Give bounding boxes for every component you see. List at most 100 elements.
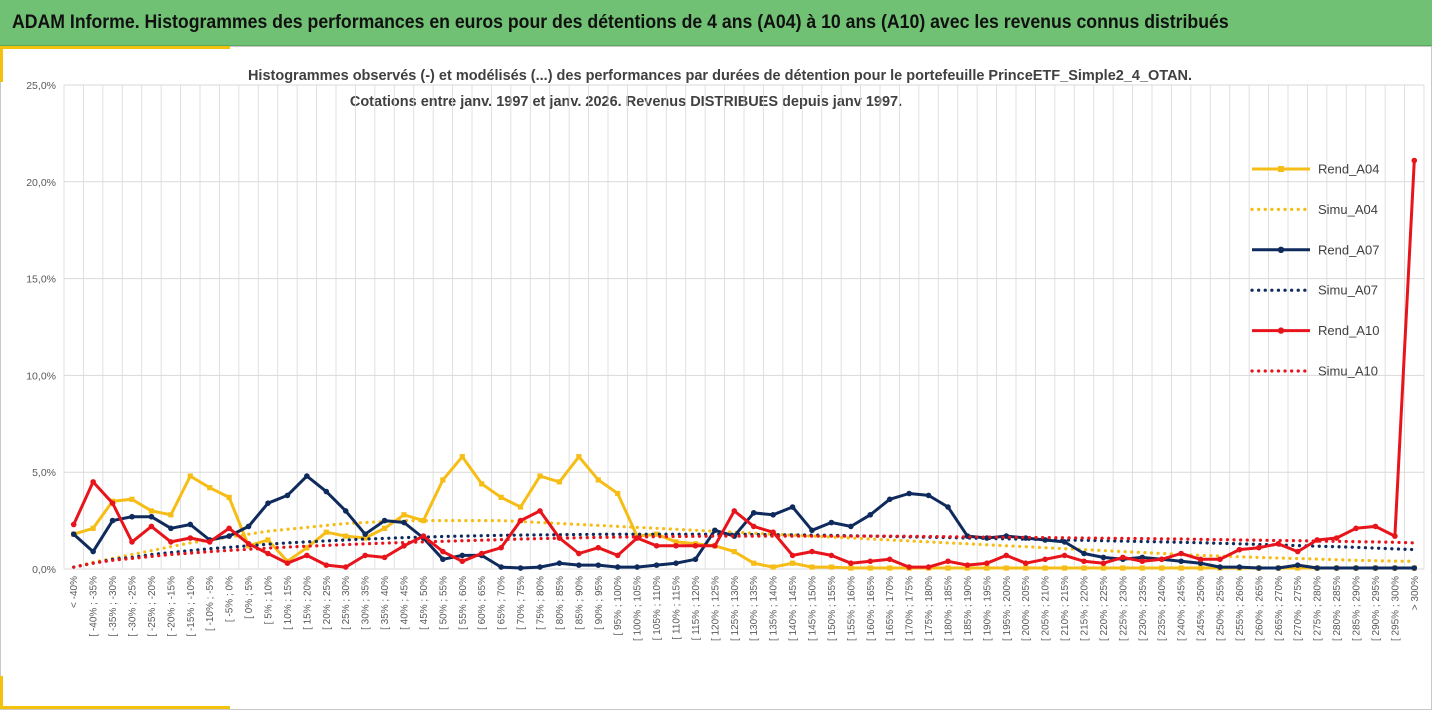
point-rend-a10: [90, 479, 96, 485]
point-rend-a10: [1236, 546, 1243, 553]
point-rend-a04: [1197, 565, 1204, 571]
x-tick-label: [ 145% ; 150%: [808, 576, 819, 641]
point-rend-a04: [789, 560, 796, 566]
point-rend-a10: [1411, 157, 1418, 164]
x-tick-label: [ 170% ; 175%: [905, 576, 916, 641]
x-tick-label: [ 285% ; 290%: [1352, 576, 1363, 641]
x-tick-label: [ 125% ; 130%: [730, 576, 741, 641]
point-rend-a04: [673, 539, 679, 545]
point-rend-a10: [537, 508, 543, 514]
point-rend-a10: [498, 544, 504, 551]
point-rend-a10: [1158, 556, 1165, 563]
point-rend-a07: [1353, 565, 1359, 571]
point-rend-a10: [109, 500, 116, 506]
point-rend-a04: [381, 525, 388, 531]
legend-label-simu-a10: Simu_A10: [1318, 364, 1378, 379]
x-tick-label: [ 180% ; 185%: [944, 576, 955, 641]
point-rend-a07: [692, 556, 699, 563]
point-rend-a04: [1100, 565, 1107, 571]
point-rend-a07: [1003, 533, 1010, 539]
point-rend-a10: [459, 558, 466, 565]
point-rend-a10: [1120, 554, 1126, 561]
point-rend-a10: [1003, 552, 1010, 559]
point-rend-a07: [1081, 550, 1087, 557]
point-rend-a07: [712, 527, 718, 534]
x-tick-label: [ 195% ; 200%: [1002, 576, 1013, 641]
point-rend-a07: [1372, 565, 1379, 571]
point-rend-a04: [479, 481, 485, 487]
point-rend-a07: [1275, 565, 1282, 571]
point-rend-a04: [1120, 565, 1126, 571]
point-rend-a10: [1139, 558, 1146, 565]
x-tick-label: [ 150% ; 155%: [827, 576, 838, 641]
point-rend-a10: [168, 539, 174, 545]
point-rend-a07: [595, 562, 602, 568]
point-rend-a04: [731, 548, 737, 555]
x-tick-label: [ 255% ; 260%: [1235, 576, 1246, 641]
x-tick-label: [ 15% ; 20%: [302, 576, 313, 630]
point-rend-a04: [459, 454, 465, 460]
point-rend-a10: [342, 564, 349, 570]
point-rend-a10: [614, 552, 621, 559]
legend-label-simu-a04: Simu_A04: [1318, 202, 1378, 217]
x-tick-label: [ -40% ; -35%: [89, 576, 100, 637]
y-tick-label: 0,0%: [32, 564, 56, 576]
point-rend-a04: [1081, 565, 1087, 571]
point-rend-a07: [576, 562, 582, 568]
x-tick-label: [ 235% ; 240%: [1157, 576, 1168, 641]
point-rend-a07: [1178, 558, 1184, 565]
point-rend-a07: [1197, 560, 1204, 566]
point-rend-a10: [381, 554, 388, 561]
point-rend-a04: [323, 529, 329, 535]
y-tick-label: 10,0%: [26, 370, 56, 382]
point-rend-a07: [1236, 564, 1243, 570]
x-tick-label: [ 105% ; 110%: [652, 576, 663, 640]
point-rend-a10: [964, 562, 971, 568]
point-rend-a04: [867, 565, 873, 571]
point-rend-a07: [304, 473, 310, 479]
point-rend-a07: [109, 517, 116, 524]
point-rend-a07: [168, 525, 174, 532]
point-rend-a07: [70, 531, 77, 537]
point-rend-a04: [1061, 565, 1068, 571]
point-rend-a04: [576, 454, 582, 460]
point-rend-a10: [595, 544, 602, 551]
point-rend-a07: [1411, 565, 1418, 571]
point-rend-a07: [90, 548, 96, 555]
point-rend-a04: [440, 477, 446, 483]
point-rend-a10: [1333, 535, 1340, 541]
point-rend-a07: [381, 517, 388, 524]
x-tick-label: [ 205% ; 210%: [1041, 576, 1052, 641]
point-rend-a04: [828, 564, 835, 570]
y-tick-label: 25,0%: [26, 80, 56, 92]
point-rend-a10: [770, 529, 776, 536]
series-line-simu-a07: [72, 532, 1416, 569]
series-line-rend-a10: [72, 160, 1416, 569]
point-rend-a10: [1100, 560, 1107, 566]
point-rend-a10: [1042, 556, 1048, 563]
point-rend-a10: [1081, 558, 1087, 565]
point-rend-a04: [653, 531, 660, 537]
point-rend-a07: [614, 564, 621, 570]
point-rend-a07: [459, 552, 466, 559]
point-rend-a10: [148, 523, 155, 530]
point-rend-a04: [148, 508, 155, 514]
point-rend-a04: [887, 565, 893, 571]
point-rend-a04: [362, 535, 368, 541]
x-tick-label: [ 80% ; 85%: [555, 576, 566, 630]
point-rend-a07: [653, 562, 660, 568]
point-rend-a10: [886, 556, 893, 563]
x-tick-label: [ 160% ; 165%: [866, 576, 877, 641]
x-tick-label: [ 70% ; 75%: [516, 576, 527, 630]
x-tick-label: [ -30% ; -25%: [128, 576, 139, 637]
x-tick-label: [ 35% ; 40%: [380, 576, 391, 630]
point-rend-a10: [1217, 556, 1223, 563]
x-tick-label: [ 185% ; 190%: [963, 576, 974, 641]
legend: Rend_A04 Simu_A04 Rend_A07 Simu_A07 Rend_A10…: [1250, 162, 1379, 379]
point-rend-a04: [343, 533, 349, 539]
x-tick-label: [ 220% ; 225%: [1099, 576, 1110, 641]
point-rend-a07: [828, 519, 835, 526]
point-rend-a04: [1042, 565, 1048, 571]
point-rend-a10: [206, 539, 213, 545]
